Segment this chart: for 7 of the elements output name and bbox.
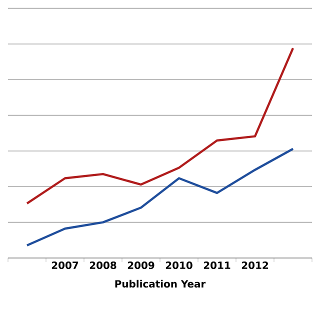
x-tick-label: 2007 bbox=[52, 262, 78, 270]
x-tick-label: 2012 bbox=[242, 262, 268, 270]
x-tick-label: 2009 bbox=[128, 262, 154, 270]
x-axis-title: Publication Year bbox=[115, 280, 206, 288]
x-tick-label: 2010 bbox=[166, 262, 192, 270]
x-tick-label: 2011 bbox=[204, 262, 230, 270]
x-tick-label: 2008 bbox=[90, 262, 116, 270]
